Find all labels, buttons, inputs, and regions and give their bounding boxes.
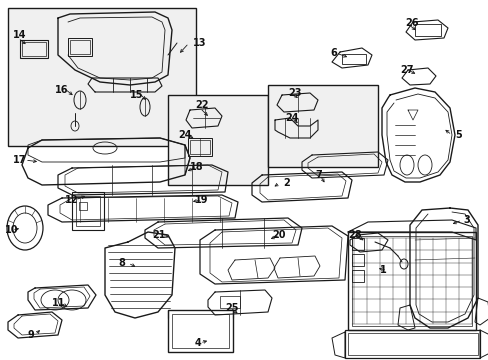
Bar: [190, 140, 209, 154]
Bar: [79, 202, 87, 210]
Text: 5: 5: [454, 130, 461, 140]
Bar: [345, 330, 479, 358]
Bar: [351, 254, 363, 266]
Bar: [267, 85, 377, 167]
Text: 15: 15: [130, 90, 143, 100]
Text: 6: 6: [329, 48, 336, 58]
Text: 28: 28: [347, 230, 361, 240]
Bar: [168, 95, 267, 185]
Bar: [347, 333, 477, 355]
Text: 25: 25: [224, 303, 238, 313]
Bar: [351, 238, 363, 250]
Text: 24: 24: [178, 130, 191, 140]
Bar: [168, 310, 232, 352]
Text: 18: 18: [190, 162, 203, 172]
Bar: [187, 138, 212, 156]
Bar: [8, 8, 196, 146]
Text: 13: 13: [193, 38, 206, 48]
Bar: [172, 314, 228, 348]
Bar: [414, 24, 440, 36]
Text: 20: 20: [271, 230, 285, 240]
Bar: [341, 54, 365, 64]
Text: 26: 26: [404, 18, 418, 28]
Bar: [351, 270, 363, 282]
Bar: [347, 232, 475, 330]
Text: 14: 14: [13, 30, 26, 40]
Text: 8: 8: [118, 258, 124, 268]
Text: 23: 23: [287, 88, 301, 98]
Text: 16: 16: [55, 85, 68, 95]
Bar: [351, 236, 471, 326]
Bar: [220, 296, 240, 308]
Bar: [68, 38, 92, 56]
Text: 12: 12: [65, 195, 79, 205]
Text: 7: 7: [314, 170, 321, 180]
Text: 4: 4: [195, 338, 202, 348]
Text: 22: 22: [195, 100, 208, 110]
Text: 1: 1: [379, 265, 386, 275]
Bar: [76, 196, 100, 226]
Text: 3: 3: [462, 215, 469, 225]
Text: 17: 17: [13, 155, 26, 165]
Text: 9: 9: [28, 330, 35, 340]
Text: 19: 19: [195, 195, 208, 205]
Text: 10: 10: [5, 225, 19, 235]
Text: 21: 21: [152, 230, 165, 240]
Bar: [20, 40, 48, 58]
Text: 24: 24: [285, 113, 298, 123]
Bar: [70, 40, 90, 54]
Text: 2: 2: [283, 178, 289, 188]
Bar: [72, 192, 104, 230]
Text: 11: 11: [52, 298, 65, 308]
Text: 27: 27: [399, 65, 413, 75]
Bar: [22, 42, 46, 56]
